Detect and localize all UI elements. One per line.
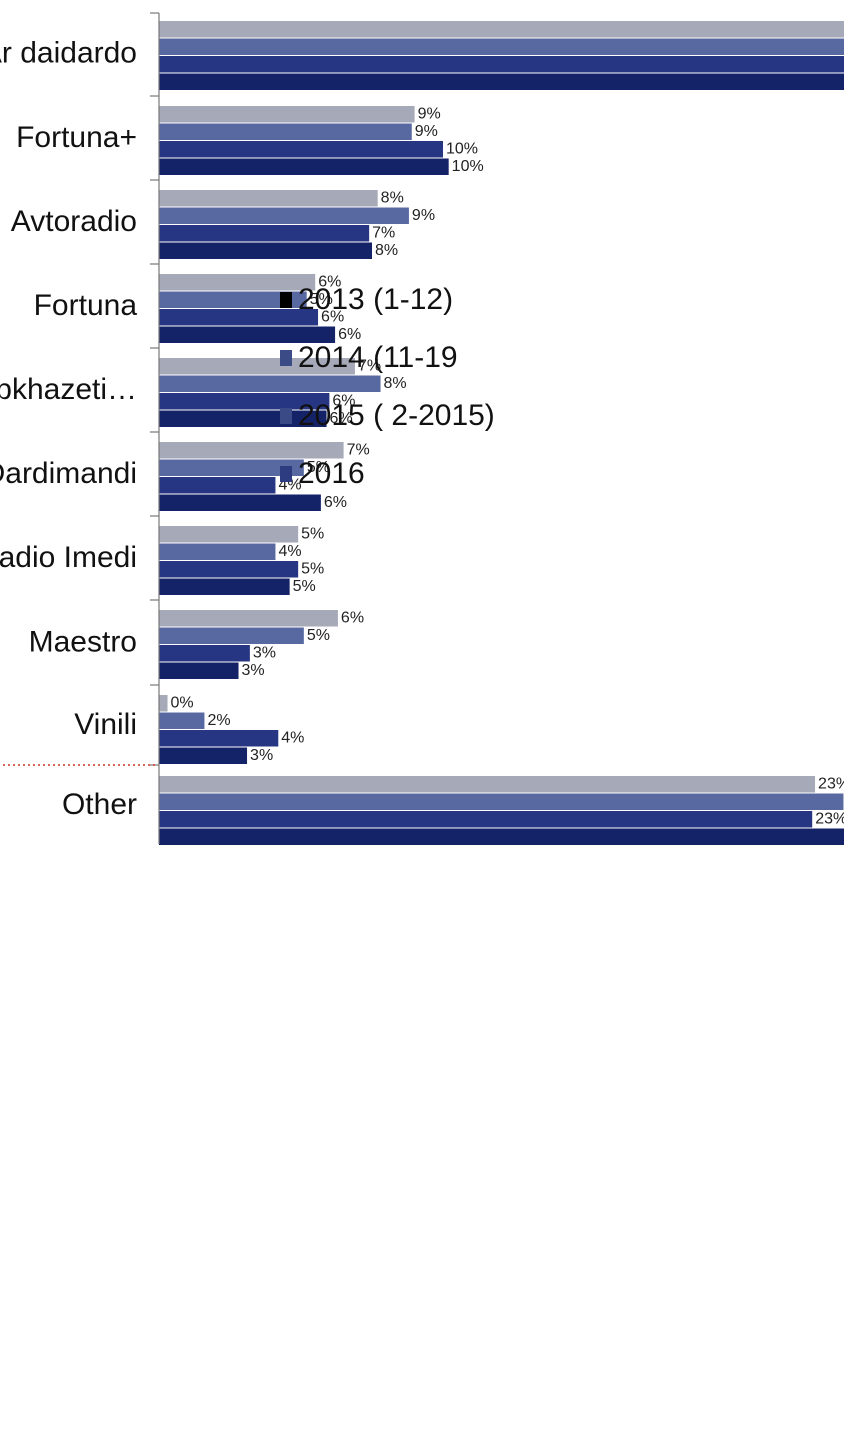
data-label: 8% [375,242,398,259]
category-axis: Ar daidardo Fortuna+ Avtoradio Fortuna Apkha… [0,12,160,844]
bar [159,73,844,90]
data-label: 8% [384,375,407,392]
bar [159,291,307,308]
bar [159,442,344,459]
data-label: 3% [242,662,265,679]
data-label: 7% [358,357,381,374]
bar [159,776,816,793]
bar [159,393,330,410]
bar [159,662,239,679]
data-label: 7% [347,441,370,458]
category-label: Maestro [29,625,137,658]
bar [158,309,319,326]
data-label: 23% [815,810,844,827]
bar [159,158,449,175]
bar [159,712,205,729]
data-label: 23% [818,775,844,792]
bar [159,610,338,627]
bar [159,645,250,662]
data-label: 5% [307,459,330,476]
bar [159,190,378,207]
category-label: Fortuna [34,289,138,322]
category-label: Ar daidardo [0,36,137,69]
data-labels-layer: 30%29%32%28%9%9%10%10%8%9%7%8%6%5%6%6%7%… [171,105,844,827]
data-label: 5% [301,525,324,542]
bar [158,358,355,375]
bar [158,747,248,764]
data-label: 2% [207,712,230,729]
bar [158,561,299,578]
category-label: Apkhazeti… [0,373,137,406]
data-label: 6% [338,326,361,343]
legend-label: 2014 (11-19 [298,341,458,374]
data-label: 4% [281,729,304,746]
data-label: 7% [372,224,395,241]
data-label: 6% [332,392,355,409]
bar [158,811,813,828]
category-label: Vinili [74,708,137,741]
bar [159,207,409,224]
data-label: 5% [301,560,324,577]
bar [159,274,316,291]
data-label: 9% [412,207,435,224]
data-label: 5% [293,578,316,595]
bar [159,578,290,595]
data-label: 6% [341,609,364,626]
bar [159,225,370,242]
category-label: Radio Imedi [0,541,137,574]
data-label: 6% [321,308,344,325]
legend-label: 2015 ( 2-2015) [298,399,495,432]
legend-label: 2016 [298,457,365,490]
legend-swatch [280,292,292,308]
bar [159,106,415,123]
data-label: 6% [324,494,347,511]
data-label: 9% [418,105,441,122]
legend: 2013 (1-12) 2014 (11-19 2015 ( 2-2015) 2016 [280,283,495,490]
bar [159,543,276,560]
legend-swatch [280,466,292,482]
bar [159,627,304,644]
bar [158,793,844,810]
data-label: 6% [330,410,353,427]
legend-swatch [280,408,292,424]
bar [159,123,412,140]
bar [159,828,844,845]
data-label: 6% [318,273,341,290]
bar [159,141,443,158]
bar [159,21,844,38]
data-label: 10% [452,158,484,175]
bar [158,375,381,392]
data-label: 3% [253,644,276,661]
bar [159,494,321,511]
data-label: 4% [278,543,301,560]
bar [159,730,279,747]
category-label: Dardimandi [0,457,137,490]
bar [158,38,844,55]
data-label: 10% [446,140,478,157]
data-label: 5% [310,291,333,308]
bar [158,56,844,73]
legend-swatch [280,350,292,366]
bar [158,326,336,343]
bar [159,242,372,259]
data-label: 9% [415,123,438,140]
data-label: 3% [250,747,273,764]
category-label: Other [62,788,137,821]
bars-layer [158,21,844,845]
data-label: 0% [171,694,194,711]
category-label: Fortuna+ [16,121,137,154]
bar [158,526,299,543]
bar [159,695,168,712]
bar [159,459,304,476]
bar [159,477,276,494]
data-label: 8% [381,189,404,206]
category-label: Avtoradio [11,205,137,238]
legend-label: 2013 (1-12) [298,283,453,316]
data-label: 5% [307,627,330,644]
